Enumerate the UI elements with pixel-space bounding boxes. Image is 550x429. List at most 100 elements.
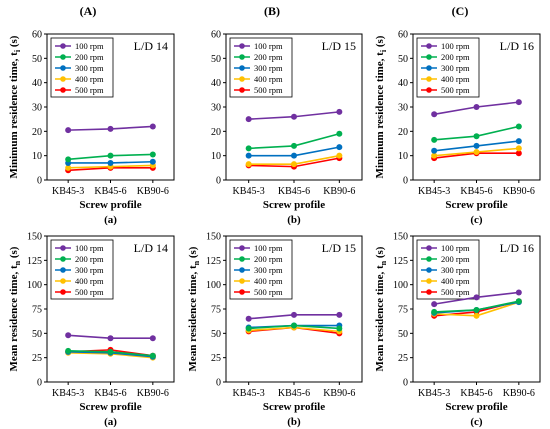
x-axis-label: Screw profile bbox=[445, 401, 507, 413]
legend-label: 200 rpm bbox=[441, 254, 470, 264]
y-axis-label: Mean residence time, tn (s) bbox=[187, 246, 201, 371]
legend-marker bbox=[60, 289, 66, 295]
legend-marker bbox=[239, 87, 245, 93]
y-tick-label: 0 bbox=[216, 176, 221, 187]
y-tick-label: 10 bbox=[32, 151, 42, 162]
legend-marker bbox=[239, 289, 245, 295]
legend-marker bbox=[239, 43, 245, 49]
chart-panel: 0 25 50 75 100 125 150 KB45-3 KB45-6 KB90-6 Screw … bbox=[187, 232, 363, 428]
x-tick-label: KB90-6 bbox=[137, 388, 169, 399]
legend-label: 400 rpm bbox=[254, 74, 283, 84]
legend-marker bbox=[239, 54, 245, 60]
legend-marker bbox=[60, 65, 66, 71]
data-point bbox=[473, 312, 480, 319]
data-point bbox=[291, 311, 297, 318]
data-point bbox=[245, 145, 252, 152]
y-tick-label: 100 bbox=[206, 280, 221, 291]
x-tick-label: KB45-6 bbox=[278, 388, 310, 399]
chart-panel: 0 25 50 75 100 125 150 KB45-3 KB45-6 KB90-6 Screw … bbox=[8, 232, 175, 428]
y-tick-label: 20 bbox=[32, 127, 42, 138]
data-point bbox=[473, 306, 480, 313]
x-tick-label: KB45-6 bbox=[94, 186, 126, 197]
y-tick-label: 10 bbox=[211, 151, 221, 162]
legend-label: 400 rpm bbox=[441, 74, 470, 84]
y-tick-label: 50 bbox=[211, 329, 221, 340]
legend-marker bbox=[239, 65, 245, 71]
legend-marker bbox=[426, 267, 432, 273]
y-tick-label: 20 bbox=[211, 127, 221, 138]
y-axis-label-main: Minimum residence time, t bbox=[374, 52, 386, 179]
chart-panel: 0 10 20 30 40 50 60 KB45-3 KB45-6 KB90-6 Screw pro… bbox=[374, 30, 541, 226]
y-tick-label: 60 bbox=[32, 30, 42, 41]
legend-marker bbox=[60, 54, 66, 60]
y-tick-label: 50 bbox=[398, 54, 408, 65]
chart-panels: 0 10 20 30 40 50 60 KB45-3 KB45-6 KB90-6 Screw pro… bbox=[8, 30, 541, 428]
panel-label: (c) bbox=[470, 416, 483, 428]
data-point bbox=[431, 152, 438, 159]
x-tick-label: KB90-6 bbox=[503, 388, 535, 399]
y-tick-label: 0 bbox=[403, 378, 408, 389]
y-tick-label: 125 bbox=[393, 256, 408, 267]
legend-label: 500 rpm bbox=[75, 85, 104, 95]
panel-label: (a) bbox=[104, 214, 117, 226]
y-tick-label: 40 bbox=[211, 78, 221, 89]
legend-marker bbox=[60, 256, 66, 262]
legend-label: 400 rpm bbox=[75, 74, 104, 84]
y-tick-label: 10 bbox=[398, 151, 408, 162]
data-point bbox=[291, 142, 297, 149]
data-point bbox=[107, 159, 114, 166]
data-point bbox=[515, 99, 522, 106]
y-tick-label: 75 bbox=[398, 305, 408, 316]
x-tick-label: KB90-6 bbox=[323, 186, 355, 197]
legend-label: 500 rpm bbox=[254, 287, 283, 297]
data-point bbox=[107, 152, 114, 159]
data-point bbox=[65, 347, 72, 354]
y-axis-label-unit: (s) bbox=[374, 246, 386, 261]
data-point bbox=[291, 161, 297, 168]
y-tick-label: 25 bbox=[398, 353, 408, 364]
legend-label: 300 rpm bbox=[75, 265, 104, 275]
data-point bbox=[336, 144, 343, 151]
x-tick-label: KB45-3 bbox=[418, 186, 450, 197]
y-axis-label-main: Mean residence time, t bbox=[374, 265, 386, 371]
ld-annotation: L/D 15 bbox=[322, 241, 356, 255]
x-tick-label: KB90-6 bbox=[137, 186, 169, 197]
legend-label: 100 rpm bbox=[441, 41, 470, 51]
y-axis-label: Mean residence time, tn (s) bbox=[374, 246, 388, 371]
data-point bbox=[431, 136, 438, 143]
y-axis-label-unit: (s) bbox=[8, 246, 20, 261]
data-point bbox=[107, 348, 114, 355]
legend-marker bbox=[426, 43, 432, 49]
y-tick-label: 0 bbox=[37, 176, 42, 187]
legend-label: 300 rpm bbox=[254, 265, 283, 275]
data-point bbox=[431, 111, 438, 118]
chart-panel: 0 10 20 30 40 50 60 KB45-3 KB45-6 KB90-6 Screw pro… bbox=[8, 30, 175, 226]
y-tick-label: 25 bbox=[211, 353, 221, 364]
legend-label: 100 rpm bbox=[441, 243, 470, 253]
chart-panel: 0 10 20 30 40 50 60 KB45-3 KB45-6 KB90-6 Screw pro… bbox=[211, 30, 363, 226]
data-point bbox=[431, 301, 438, 308]
legend-label: 100 rpm bbox=[254, 243, 283, 253]
y-axis-label-main: Minimum residence time, t bbox=[8, 52, 20, 179]
column-header-b: (B) bbox=[264, 4, 280, 18]
data-point bbox=[431, 308, 438, 315]
data-point bbox=[65, 164, 72, 171]
legend-label: 300 rpm bbox=[441, 63, 470, 73]
data-point bbox=[431, 147, 438, 154]
legend-marker bbox=[426, 289, 432, 295]
data-point bbox=[473, 294, 480, 301]
data-point bbox=[65, 156, 72, 163]
chart-panel: 0 25 50 75 100 125 150 KB45-3 KB45-6 KB90-6 Screw … bbox=[374, 232, 541, 428]
data-point bbox=[291, 322, 297, 329]
legend-marker bbox=[60, 267, 66, 273]
legend-marker bbox=[60, 87, 66, 93]
data-point bbox=[245, 325, 252, 332]
legend-marker bbox=[60, 43, 66, 49]
y-axis-label-main: Mean residence time, t bbox=[187, 265, 199, 371]
legend-label: 200 rpm bbox=[441, 52, 470, 62]
legend-label: 200 rpm bbox=[254, 254, 283, 264]
x-tick-label: KB90-6 bbox=[503, 186, 535, 197]
data-point bbox=[107, 125, 114, 132]
y-axis-label-unit: (s) bbox=[187, 246, 199, 261]
